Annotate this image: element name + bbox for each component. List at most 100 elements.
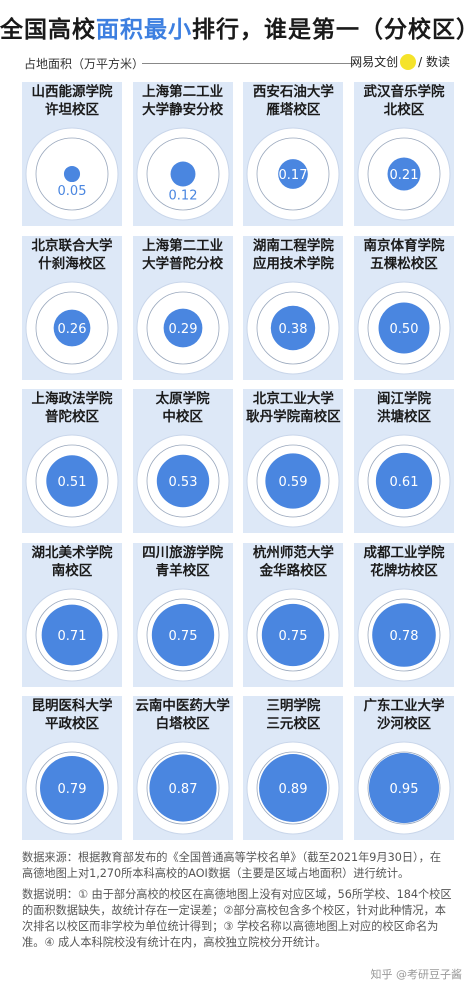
data-note-text: 数据说明：① 由于部分高校的校区在高德地图上没有对应区域，56所学校、184个校… [22, 888, 452, 949]
campus-district: 雁塔校区 [266, 102, 321, 118]
footer-notes: 数据来源：根据教育部发布的《全国普通高等学校名单》（截至2021年9月30日），… [22, 850, 452, 956]
area-chart-svg: 0.51 [25, 434, 119, 528]
school-name: 南京体育学院 [363, 237, 445, 254]
brand-dot-icon [400, 53, 417, 70]
school-name: 北京联合大学 [31, 237, 113, 254]
area-circle [170, 161, 196, 187]
campus-card: 武汉音乐学院 北校区 0.21 [354, 82, 454, 226]
value-label: 0.71 [58, 629, 87, 644]
campus-district: 许坦校区 [45, 102, 99, 118]
campus-district: 金华路校区 [259, 562, 328, 579]
campus-name: 南京体育学院 五棵松校区 [354, 237, 454, 273]
school-name: 云南中医药大学 [135, 698, 230, 714]
area-circle [271, 305, 316, 350]
value-label: 0.29 [168, 322, 197, 337]
campus-card: 南京体育学院 五棵松校区 0.50 [354, 235, 454, 380]
campus-card: 四川旅游学院 青羊校区 0.75 [132, 542, 233, 687]
campus-district: 中校区 [162, 409, 203, 425]
area-circle [46, 455, 98, 507]
campus-card: 成都工业学院 花牌坊校区 0.78 [354, 542, 454, 687]
area-chart-svg: 0.79 [25, 741, 119, 835]
campus-name: 昆明医科大学 平政校区 [22, 697, 122, 733]
value-label: 0.21 [390, 168, 419, 183]
campus-card: 上海第二工业 大学普陀分校 0.29 [132, 235, 233, 380]
area-circle [156, 454, 209, 508]
brand-logo: 网易文创 / 数读 [350, 53, 450, 70]
area-circle [387, 157, 421, 191]
area-circle [278, 159, 309, 189]
area-circle [40, 756, 104, 820]
school-name: 西安石油大学 [252, 84, 334, 100]
value-label: 0.12 [168, 188, 197, 203]
school-name: 昆明医科大学 [31, 698, 113, 714]
school-name: 上海政法学院 [31, 391, 113, 407]
school-name: 成都工业学院 [363, 544, 445, 561]
school-name: 湖北美术学院 [31, 544, 113, 561]
campus-card: 山西能源学院 许坦校区 0.05 [22, 82, 122, 226]
value-label: 0.79 [58, 782, 87, 797]
area-circle [151, 603, 214, 666]
area-circle [163, 308, 203, 347]
campus-name: 上海政法学院 普陀校区 [22, 390, 122, 426]
school-name: 闽江学院 [377, 391, 431, 407]
area-chart-svg: 0.71 [25, 588, 119, 681]
area-circle [149, 754, 217, 822]
area-chart-svg: 0.89 [246, 741, 340, 835]
value-label: 0.89 [279, 782, 308, 797]
campus-name: 上海第二工业 大学普陀分校 [133, 237, 233, 273]
value-label: 0.75 [168, 629, 197, 644]
chart-row: 昆明医科大学 平政校区 0.79 云南中医药大学 白塔校区 0.87 三明学院 三元校区 0.8… [22, 696, 454, 840]
area-chart-svg: 0.87 [136, 741, 230, 835]
campus-name: 三明学院 三元校区 [243, 697, 343, 733]
value-label: 0.75 [279, 629, 308, 644]
area-chart-svg: 0.29 [136, 281, 230, 374]
value-label: 0.26 [58, 322, 87, 337]
campus-card: 上海第二工业 大学静安分校 0.12 [132, 82, 233, 226]
area-chart-svg: 0.59 [246, 434, 340, 528]
area-chart-svg: 0.53 [136, 434, 230, 528]
campus-district: 花牌坊校区 [370, 562, 438, 579]
campus-name: 湖南工程学院 应用技术学院 [243, 237, 343, 273]
area-circle [372, 602, 436, 667]
campus-name: 山西能源学院 许坦校区 [22, 83, 122, 119]
unit-label: 占地面积（万平方米） [24, 57, 145, 71]
value-label: 0.95 [390, 782, 419, 797]
area-chart-svg: 0.95 [357, 741, 451, 835]
area-circle [262, 603, 325, 666]
area-circle [368, 752, 440, 824]
campus-name: 广东工业大学 沙河校区 [354, 697, 454, 733]
area-circle [265, 453, 321, 509]
area-chart-svg: 0.50 [357, 281, 451, 374]
area-chart-svg: 0.38 [246, 281, 340, 374]
area-circle [378, 302, 430, 353]
campus-name: 杭州师范大学 金华路校区 [243, 544, 343, 580]
campus-name: 北京联合大学 什刹海校区 [22, 237, 122, 273]
area-circle [63, 165, 81, 183]
campus-card: 上海政法学院 普陀校区 0.51 [22, 389, 122, 533]
data-source-text: 数据来源：根据教育部发布的《全国普通高等学校名单》（截至2021年9月30日），… [22, 851, 442, 880]
area-circle [259, 754, 328, 822]
brand-name: 网易文创 [350, 55, 399, 69]
area-chart-svg: 0.12 [136, 127, 230, 221]
value-label: 0.78 [390, 629, 419, 644]
campus-district: 大学普陀分校 [142, 255, 224, 272]
area-circle [53, 309, 91, 346]
value-label: 0.17 [279, 168, 308, 183]
campus-district: 平政校区 [45, 716, 99, 732]
page-title: 全国高校面积最小排行，谁是第一（分校区） [0, 10, 474, 44]
school-name: 四川旅游学院 [142, 544, 224, 561]
campus-card: 杭州师范大学 金华路校区 0.75 [243, 542, 344, 687]
campus-name: 闽江学院 洪塘校区 [354, 390, 454, 426]
value-label: 0.38 [279, 322, 308, 337]
area-circle [375, 452, 433, 510]
campus-district: 南校区 [51, 562, 93, 579]
campus-name: 四川旅游学院 青羊校区 [133, 544, 233, 580]
value-label: 0.50 [390, 322, 419, 337]
campus-district: 洪塘校区 [377, 409, 431, 425]
chart-row: 北京联合大学 什刹海校区 0.26 上海第二工业 大学普陀分校 0.29 湖南工程学院 应用技… [22, 235, 454, 380]
campus-card: 太原学院 中校区 0.53 [132, 389, 233, 533]
title-highlight: 面积最小 [96, 17, 192, 43]
area-circle [41, 604, 103, 665]
campus-district: 五棵松校区 [370, 255, 438, 272]
school-name: 上海第二工业 [142, 84, 224, 100]
